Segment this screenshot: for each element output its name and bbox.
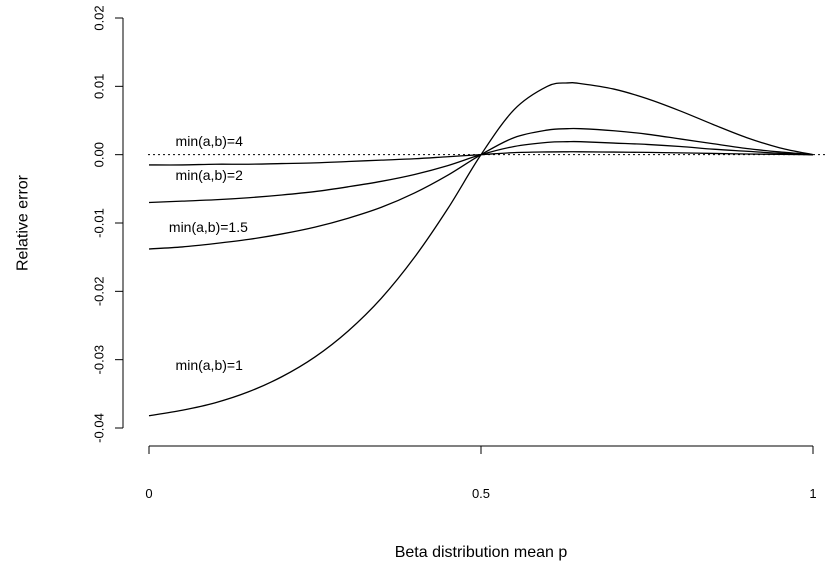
y-tick-label: -0.01 bbox=[92, 208, 107, 238]
x-ticks: 0 0.5 1 bbox=[145, 446, 817, 501]
y-tick-label: -0.02 bbox=[92, 277, 107, 307]
x-tick-label: 0 bbox=[145, 486, 152, 501]
y-ticks: -0.04 -0.03 -0.02 -0.01 0.00 0.01 0.02 bbox=[92, 5, 123, 443]
x-tick-label: 0.5 bbox=[472, 486, 490, 501]
y-tick-label: -0.03 bbox=[92, 345, 107, 375]
plot-area: min(a,b)=1 min(a,b)=1.5 min(a,b)=2 min(a,b)… bbox=[148, 82, 827, 417]
x-axis: 0 0.5 1 Beta distribution mean p bbox=[145, 445, 817, 561]
y-tick-label: 0.00 bbox=[92, 142, 107, 167]
series-line bbox=[148, 127, 814, 250]
series-line bbox=[148, 82, 814, 417]
y-tick-label: -0.04 bbox=[92, 413, 107, 443]
x-axis-title: Beta distribution mean p bbox=[395, 544, 568, 561]
series-label: min(a,b)=1.5 bbox=[169, 219, 248, 235]
y-axis: -0.04 -0.03 -0.02 -0.01 0.00 0.01 0.02 Relativ… bbox=[15, 5, 124, 443]
series-line bbox=[148, 140, 814, 204]
series-label: min(a,b)=1 bbox=[176, 357, 244, 373]
curves bbox=[148, 82, 814, 417]
y-tick-label: 0.02 bbox=[92, 5, 107, 30]
curve-labels: min(a,b)=1 min(a,b)=1.5 min(a,b)=2 min(a,b)… bbox=[169, 133, 248, 373]
series-line bbox=[148, 151, 814, 166]
series-label: min(a,b)=2 bbox=[176, 167, 244, 183]
y-tick-label: 0.01 bbox=[92, 74, 107, 99]
y-axis-title: Relative error bbox=[15, 174, 32, 271]
series-label: min(a,b)=4 bbox=[176, 133, 244, 149]
x-tick-label: 1 bbox=[809, 486, 816, 501]
